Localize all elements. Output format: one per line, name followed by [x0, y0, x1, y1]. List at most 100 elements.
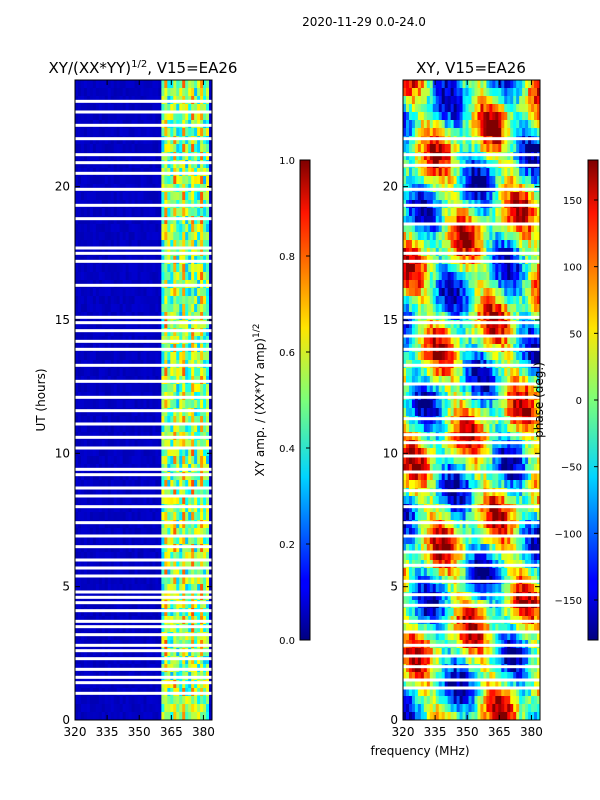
heatmap-cell: [83, 496, 88, 505]
heatmap-cell: [206, 520, 210, 529]
heatmap-cell: [435, 152, 440, 161]
flagged-row: [75, 123, 212, 127]
heatmap-cell: [408, 224, 413, 233]
heatmap-cell: [75, 632, 79, 641]
heatmap-cell: [200, 144, 204, 153]
heatmap-cell: [504, 112, 508, 121]
heatmap-cell: [209, 128, 212, 137]
heatmap-cell: [468, 104, 472, 113]
heatmap-cell: [537, 104, 540, 113]
heatmap-cell: [185, 208, 189, 217]
heatmap-cell: [128, 240, 132, 249]
heatmap-cell: [122, 632, 127, 641]
heatmap-cell: [152, 624, 156, 633]
heatmap-cell: [122, 352, 127, 361]
heatmap-cell: [143, 560, 147, 569]
y-tick-label: 0: [62, 713, 70, 727]
heatmap-cell: [170, 528, 174, 537]
heatmap-cell: [113, 488, 118, 497]
heatmap-cell: [92, 160, 97, 169]
heatmap-cell: [98, 304, 103, 313]
heatmap-cell: [122, 496, 127, 505]
heatmap-cell: [113, 544, 118, 553]
heatmap-cell: [200, 136, 204, 145]
heatmap-cell: [107, 632, 112, 641]
heatmap-cell: [143, 232, 147, 241]
heatmap-cell: [182, 320, 186, 329]
heatmap-cell: [113, 160, 118, 169]
heatmap-cell: [438, 232, 443, 241]
heatmap-cell: [417, 280, 422, 289]
heatmap-cell: [468, 120, 472, 129]
heatmap-cell: [107, 608, 112, 617]
heatmap-cell: [173, 488, 177, 497]
heatmap-cell: [170, 216, 174, 225]
heatmap-cell: [209, 560, 212, 569]
heatmap-cell: [420, 168, 425, 177]
heatmap-cell: [197, 440, 201, 449]
heatmap-cell: [510, 120, 514, 129]
heatmap-cell: [185, 368, 189, 377]
heatmap-cell: [98, 680, 103, 689]
heatmap-cell: [411, 168, 416, 177]
heatmap-cell: [182, 544, 186, 553]
heatmap-cell: [194, 384, 198, 393]
heatmap-cell: [200, 712, 204, 720]
heatmap-cell: [110, 568, 115, 577]
heatmap-cell: [107, 128, 112, 137]
heatmap-cell: [155, 416, 159, 425]
heatmap-cell: [113, 656, 118, 665]
heatmap-cell: [167, 144, 171, 153]
heatmap-cell: [417, 232, 422, 241]
heatmap-cell: [170, 440, 174, 449]
heatmap-cell: [203, 208, 207, 217]
heatmap-cell: [128, 512, 132, 521]
heatmap-cell: [203, 696, 207, 705]
heatmap-cell: [164, 480, 168, 489]
heatmap-cell: [465, 112, 469, 121]
heatmap-cell: [122, 456, 127, 465]
heatmap-cell: [95, 240, 100, 249]
heatmap-cell: [525, 232, 529, 241]
heatmap-cell: [80, 144, 85, 153]
heatmap-cell: [203, 480, 207, 489]
heatmap-cell: [417, 192, 422, 201]
heatmap-cell: [140, 352, 144, 361]
heatmap-cell: [143, 608, 147, 617]
heatmap-cell: [405, 88, 410, 97]
heatmap-cell: [125, 104, 130, 113]
heatmap-cell: [203, 680, 207, 689]
heatmap-cell: [411, 240, 416, 249]
heatmap-cell: [176, 568, 180, 577]
heatmap-cell: [200, 208, 204, 217]
heatmap-cell: [164, 424, 168, 433]
heatmap-cell: [134, 480, 138, 489]
heatmap-cell: [155, 128, 159, 137]
heatmap-cell: [107, 648, 112, 657]
heatmap-cell: [110, 328, 115, 337]
heatmap-cell: [167, 416, 171, 425]
heatmap-cell: [528, 264, 532, 273]
heatmap-cell: [149, 192, 153, 201]
heatmap-cell: [86, 512, 91, 521]
heatmap-cell: [128, 704, 132, 713]
heatmap-cell: [77, 112, 82, 121]
heatmap-cell: [137, 272, 141, 281]
heatmap-cell: [504, 192, 508, 201]
heatmap-cell: [95, 352, 100, 361]
heatmap-cell: [92, 424, 97, 433]
heatmap-cell: [149, 216, 153, 225]
heatmap-cell: [83, 704, 88, 713]
heatmap-cell: [531, 176, 535, 185]
heatmap-cell: [435, 168, 440, 177]
heatmap-cell: [525, 168, 529, 177]
heatmap-cell: [161, 536, 165, 545]
heatmap-cell: [167, 536, 171, 545]
heatmap-cell: [528, 120, 532, 129]
heatmap-cell: [173, 264, 177, 273]
heatmap-cell: [462, 224, 466, 233]
heatmap-cell: [513, 280, 517, 289]
heatmap-cell: [170, 544, 174, 553]
heatmap-cell: [104, 224, 109, 233]
heatmap-cell: [185, 192, 189, 201]
